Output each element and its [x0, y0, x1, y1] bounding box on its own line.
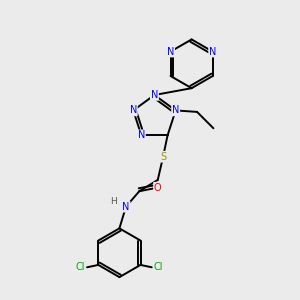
- Text: Cl: Cl: [76, 262, 85, 272]
- Text: N: N: [172, 105, 179, 116]
- Text: Cl: Cl: [154, 262, 163, 272]
- Text: N: N: [151, 90, 158, 100]
- Text: S: S: [160, 152, 166, 162]
- Text: N: N: [122, 202, 130, 212]
- Text: O: O: [154, 183, 162, 193]
- Text: H: H: [110, 197, 117, 206]
- Text: N: N: [138, 130, 145, 140]
- Text: N: N: [167, 46, 174, 57]
- Text: N: N: [130, 105, 137, 116]
- Text: N: N: [209, 46, 216, 57]
